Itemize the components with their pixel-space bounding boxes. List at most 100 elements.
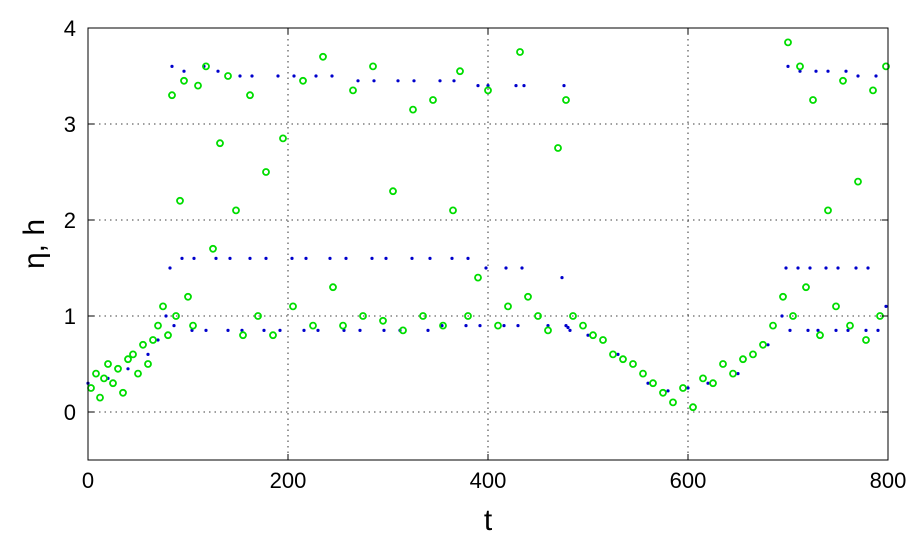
model-point: [356, 79, 360, 83]
model-point: [330, 74, 334, 78]
observed-point: [96, 393, 104, 402]
observed-point: [104, 360, 112, 368]
model-point: [786, 64, 790, 68]
model-point: [836, 266, 840, 270]
observed-point: [202, 62, 210, 71]
observed-point: [329, 283, 337, 292]
x-tick-label: 600: [670, 468, 707, 493]
model-point: [478, 324, 482, 328]
observed-point: [796, 62, 804, 71]
model-point: [302, 328, 306, 332]
observed-point: [554, 144, 562, 152]
model-point: [264, 256, 268, 260]
model-point: [814, 69, 818, 73]
observed-point: [114, 364, 122, 373]
model-point: [806, 328, 810, 332]
observed-point: [134, 369, 142, 378]
model-point: [884, 304, 888, 308]
model-point: [214, 256, 218, 260]
y-tick-label: 4: [64, 16, 76, 41]
model-point: [854, 266, 858, 270]
model-point: [290, 256, 294, 260]
observed-point: [180, 76, 188, 85]
model-point: [856, 74, 860, 78]
observed-point: [569, 312, 577, 320]
model-point: [876, 328, 880, 332]
model-point: [304, 256, 308, 260]
observed-point: [299, 76, 307, 85]
observed-point: [609, 350, 617, 359]
model-point: [834, 328, 838, 332]
observed-point: [516, 48, 524, 56]
model-point: [382, 328, 386, 332]
model-point: [440, 324, 444, 328]
observed-point: [109, 379, 117, 388]
y-tick-label: 1: [64, 304, 76, 329]
observed-point: [784, 38, 792, 47]
model-point: [182, 69, 186, 73]
model-point: [250, 74, 254, 78]
model-point: [292, 74, 296, 78]
model-point: [788, 328, 792, 332]
model-point: [784, 266, 788, 270]
model-point: [846, 328, 850, 332]
model-point: [276, 74, 280, 78]
observed-point: [862, 336, 870, 344]
observed-point: [629, 360, 637, 368]
observed-point: [159, 302, 167, 311]
model-point: [190, 328, 194, 332]
model-point: [864, 328, 868, 332]
observed-point: [92, 369, 100, 378]
observed-point: [589, 331, 597, 340]
model-point: [564, 324, 568, 328]
model-point: [874, 74, 878, 78]
model-point: [438, 79, 442, 83]
observed-point: [679, 384, 687, 392]
model-point: [706, 381, 710, 385]
model-point: [798, 69, 802, 73]
observed-point: [359, 312, 367, 320]
x-tick-label: 400: [470, 468, 507, 493]
model-point: [450, 256, 454, 260]
model-point: [514, 84, 518, 88]
observed-point: [769, 321, 777, 330]
model-point: [370, 256, 374, 260]
observed-point: [419, 312, 427, 320]
observed-point: [809, 96, 817, 104]
grid: [88, 28, 888, 460]
observed-point: [209, 244, 217, 253]
observed-point: [484, 86, 492, 95]
model-point: [808, 266, 812, 270]
observed-point: [619, 355, 627, 364]
observed-point: [319, 52, 327, 61]
model-point: [816, 328, 820, 332]
model-point: [262, 328, 266, 332]
observed-point: [144, 360, 152, 368]
y-tick-label: 3: [64, 112, 76, 137]
model-point: [396, 79, 400, 83]
observed-point: [232, 206, 240, 215]
observed-point: [729, 369, 737, 378]
model-point: [248, 256, 252, 260]
observed-point: [464, 312, 472, 320]
observed-point: [669, 398, 677, 407]
model-point: [316, 328, 320, 332]
x-tick-label: 0: [82, 468, 94, 493]
model-point: [522, 84, 526, 88]
observed-point: [349, 86, 357, 95]
model-point: [666, 389, 670, 393]
model-point: [826, 69, 830, 73]
observed-point: [504, 302, 512, 311]
observed-point: [369, 62, 377, 71]
model-point: [476, 84, 480, 88]
model-point: [426, 328, 430, 332]
x-tick-label: 200: [270, 468, 307, 493]
model-point: [464, 324, 468, 328]
model-point: [372, 79, 376, 83]
observed-point: [649, 379, 657, 388]
model-point: [466, 256, 470, 260]
observed-point: [289, 302, 297, 311]
observed-point: [544, 326, 552, 335]
model-point: [428, 256, 432, 260]
observed-point: [816, 331, 824, 340]
